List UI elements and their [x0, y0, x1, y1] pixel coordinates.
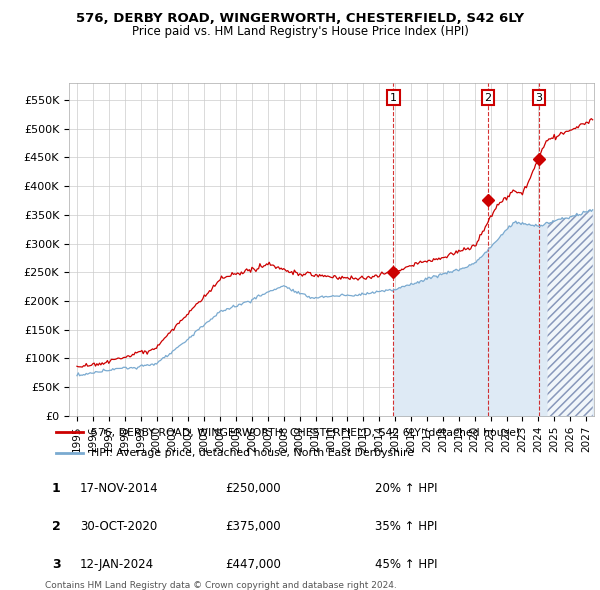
Text: 1: 1	[52, 481, 61, 495]
Text: 17-NOV-2014: 17-NOV-2014	[80, 481, 158, 495]
Text: Price paid vs. HM Land Registry's House Price Index (HPI): Price paid vs. HM Land Registry's House …	[131, 25, 469, 38]
Text: 2: 2	[52, 520, 61, 533]
Text: £375,000: £375,000	[225, 520, 281, 533]
Text: 45% ↑ HPI: 45% ↑ HPI	[375, 558, 437, 572]
Text: 1: 1	[390, 93, 397, 103]
Text: 3: 3	[535, 93, 542, 103]
Text: £447,000: £447,000	[225, 558, 281, 572]
Text: 12-JAN-2024: 12-JAN-2024	[80, 558, 154, 572]
Text: £250,000: £250,000	[225, 481, 281, 495]
Text: 576, DERBY ROAD, WINGERWORTH, CHESTERFIELD, S42 6LY: 576, DERBY ROAD, WINGERWORTH, CHESTERFIE…	[76, 12, 524, 25]
Text: 35% ↑ HPI: 35% ↑ HPI	[375, 520, 437, 533]
Text: 576, DERBY ROAD, WINGERWORTH, CHESTERFIELD, S42 6LY (detached house): 576, DERBY ROAD, WINGERWORTH, CHESTERFIE…	[91, 427, 520, 437]
Text: HPI: Average price, detached house, North East Derbyshire: HPI: Average price, detached house, Nort…	[91, 448, 414, 457]
Text: Contains HM Land Registry data © Crown copyright and database right 2024.
This d: Contains HM Land Registry data © Crown c…	[45, 581, 397, 590]
Text: 2: 2	[484, 93, 491, 103]
Text: 3: 3	[52, 558, 61, 572]
Text: 20% ↑ HPI: 20% ↑ HPI	[375, 481, 437, 495]
Text: 30-OCT-2020: 30-OCT-2020	[80, 520, 157, 533]
